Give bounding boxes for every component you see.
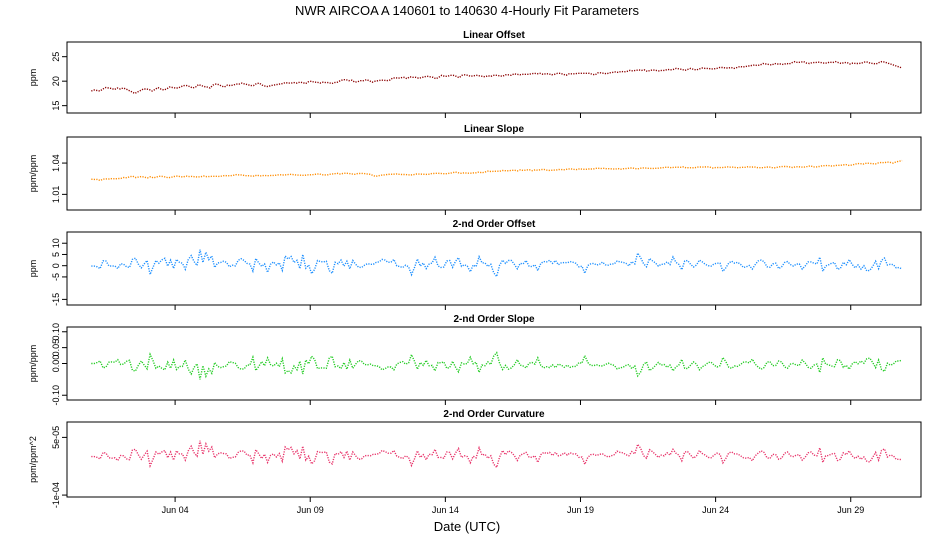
series-line-1	[91, 440, 903, 469]
panel-title: 2-nd Order Offset	[453, 219, 536, 230]
panel-1: Linear Offset 15 20 25 ppm	[28, 30, 922, 118]
panel-3: 2-nd Order Offset -15 -5 0 5 10 ppm	[28, 219, 922, 310]
y-tick-label: -5	[51, 273, 61, 281]
panel-title: 2-nd Order Curvature	[443, 409, 545, 420]
y-tick-label: 1.04	[51, 154, 61, 172]
y-tick-label: 1.01	[51, 186, 61, 204]
panel-5: 2-nd Order Curvature -1e-04 5e-05 ppm/ppm^2…	[28, 409, 922, 515]
panel-title: Linear Slope	[464, 124, 524, 135]
chart-title: NWR AIRCOA A 140601 to 140630 4-Hourly F…	[295, 3, 639, 18]
panel-title: 2-nd Order Slope	[453, 314, 535, 325]
y-tick-label: 0.05	[51, 339, 61, 357]
y-tick-label: -1e-04	[51, 482, 61, 508]
y-tick-label: 10	[51, 238, 61, 248]
y-tick-label: -15	[51, 293, 61, 306]
y-tick-label: 5	[51, 252, 61, 257]
plot-frame	[66, 41, 922, 114]
plot-frame	[66, 136, 922, 211]
series-line-1	[91, 159, 903, 182]
x-tick-label: Jun 14	[432, 505, 459, 515]
y-axis-title: ppm/ppm^2	[28, 436, 38, 483]
panels: Linear Offset 15 20 25 ppm Linear Slope 1.01 1.…	[28, 30, 922, 515]
series-line-1	[91, 351, 903, 380]
plot-frame	[66, 231, 922, 306]
y-axis-title: ppm/ppm	[28, 345, 38, 383]
y-tick-label: 0	[51, 263, 61, 268]
plot-frame	[66, 421, 922, 498]
x-tick-label: Jun 04	[162, 505, 189, 515]
series-line-1	[91, 60, 903, 95]
x-tick-label: Jun 24	[702, 505, 729, 515]
y-tick-label: 5e-05	[51, 426, 61, 449]
y-tick-label: 0.10	[51, 323, 61, 341]
y-tick-label: 15	[51, 101, 61, 111]
y-tick-label: -0.10	[51, 385, 61, 406]
x-tick-label: Jun 19	[567, 505, 594, 515]
y-axis-title: ppm	[28, 69, 38, 87]
y-tick-label: 20	[51, 76, 61, 86]
panel-title: Linear Offset	[463, 30, 525, 41]
x-tick-label: Jun 09	[297, 505, 324, 515]
panel-4: 2-nd Order Slope -0.10 0.000.050.10 ppm/ppm	[28, 314, 922, 406]
y-tick-label: 0.00	[51, 355, 61, 373]
x-tick-label: Jun 29	[837, 505, 864, 515]
series-line-1	[91, 249, 903, 279]
y-axis-title: ppm	[28, 260, 38, 278]
y-axis-title: ppm/ppm	[28, 155, 38, 193]
panel-2: Linear Slope 1.01 1.04 ppm/ppm	[28, 124, 922, 215]
x-axis-title: Date (UTC)	[434, 519, 500, 534]
y-tick-label: 25	[51, 52, 61, 62]
